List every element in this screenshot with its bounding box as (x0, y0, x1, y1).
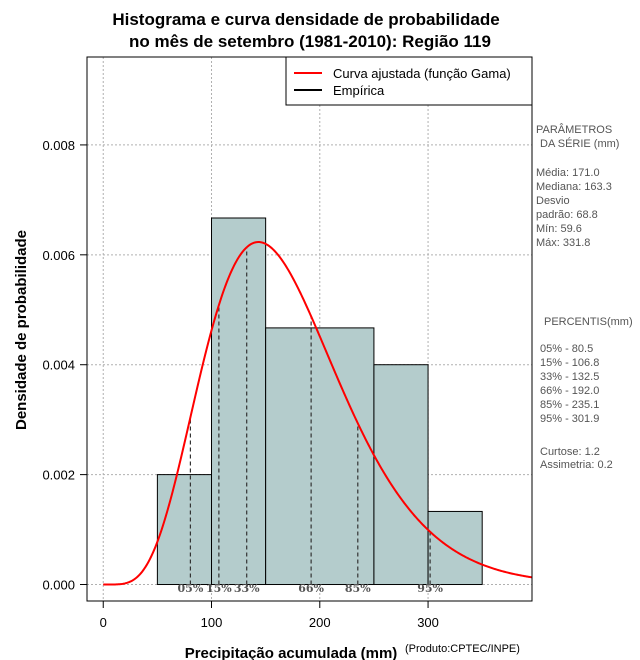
histogram-bar (265, 327, 375, 586)
product-credit: (Produto:CPTEC/INPE) (405, 643, 520, 655)
histogram-bar (427, 510, 483, 586)
y-tick-label: 0.004 (42, 358, 75, 373)
y-tick-label: 0.000 (42, 578, 75, 593)
histogram-bars (156, 217, 483, 586)
percentile-marker-label: 66% (298, 582, 324, 595)
percentile-33: 33% - 132.5 (540, 371, 599, 383)
param-max: Máx: 331.8 (536, 237, 590, 249)
params-title-1: PARÂMETROS (536, 123, 612, 136)
x-tick-label: 300 (417, 615, 439, 630)
param-median: Mediana: 163.3 (536, 181, 612, 193)
y-tick-label: 0.002 (42, 468, 75, 483)
x-tick-label: 100 (201, 615, 223, 630)
percentile-05: 05% - 80.5 (540, 343, 593, 355)
legend-label-empirical: Empírica (333, 83, 385, 98)
percentile-markers: 05% 15% 33% 66% 85% 95% (178, 247, 444, 595)
histogram-bar (156, 474, 213, 586)
histogram-bar (373, 364, 429, 586)
param-sd-1: Desvio (536, 195, 570, 207)
x-axis-label: Precipitação acumulada (mm) (185, 645, 398, 660)
histogram-bar (211, 217, 267, 586)
y-tick-label: 0.006 (42, 248, 75, 263)
density-curve (103, 241, 533, 586)
y-axis-label: Densidade de probabilidade (13, 230, 30, 430)
y-tick-label: 0.008 (42, 138, 75, 153)
y-axis: 0.000 0.002 0.004 0.006 0.008 (42, 138, 87, 593)
params-title-2: DA SÉRIE (mm) (540, 137, 619, 150)
legend-box (285, 56, 533, 106)
percentiles-title: PERCENTIS(mm) (544, 316, 633, 328)
percentiles-panel: PERCENTIS(mm) 05% - 80.5 15% - 106.8 33%… (540, 316, 633, 471)
legend-label-fitted-curve: Curva ajustada (função Gama) (333, 66, 511, 81)
percentile-marker-label: 05% (178, 582, 204, 595)
percentile-marker-label: 15% (206, 582, 232, 595)
percentile-marker-label: 85% (345, 582, 371, 595)
chart-title-line2: no mês de setembro (1981-2010): Região 1… (129, 32, 491, 51)
percentile-66: 66% - 192.0 (540, 385, 599, 397)
param-mean: Média: 171.0 (536, 167, 600, 179)
density-curve-group (103, 241, 533, 586)
x-tick-label: 200 (309, 615, 331, 630)
stat-skewness: Assimetria: 0.2 (540, 459, 613, 471)
legend: Curva ajustada (função Gama) Empírica (285, 56, 533, 106)
series-parameters-panel: PARÂMETROS DA SÉRIE (mm) Média: 171.0 Me… (536, 123, 619, 249)
percentile-15: 15% - 106.8 (540, 357, 599, 369)
percentile-marker-label: 95% (417, 582, 443, 595)
stat-kurtosis: Curtose: 1.2 (540, 446, 600, 458)
percentile-85: 85% - 235.1 (540, 399, 599, 411)
percentile-marker-label: 33% (234, 582, 260, 595)
x-tick-label: 0 (100, 615, 107, 630)
param-sd-2: padrão: 68.8 (536, 209, 598, 221)
param-min: Mín: 59.6 (536, 223, 582, 235)
x-axis: 0 100 200 300 (100, 601, 439, 630)
chart-title-line1: Histograma e curva densidade de probabil… (112, 10, 499, 29)
percentile-95: 95% - 301.9 (540, 413, 599, 425)
